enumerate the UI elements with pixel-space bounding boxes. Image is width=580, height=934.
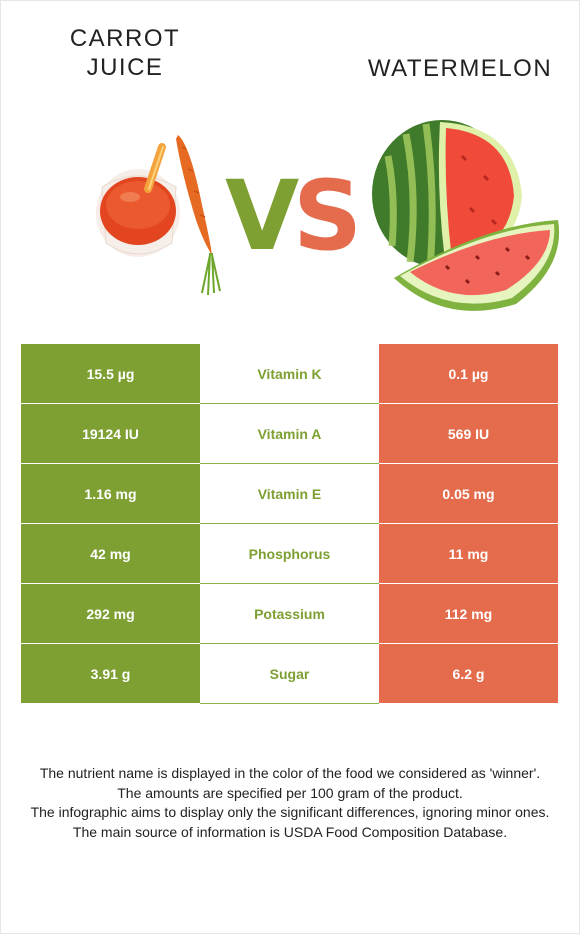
table-row: 15.5 µg Vitamin K 0.1 µg bbox=[21, 344, 558, 404]
footnote: The nutrient name is displayed in the co… bbox=[20, 764, 560, 842]
right-value: 0.1 µg bbox=[379, 344, 558, 404]
footnote-line: The main source of information is USDA F… bbox=[72, 823, 508, 840]
nutrient-name: Vitamin A bbox=[200, 403, 379, 464]
right-value: 0.05 mg bbox=[379, 463, 558, 524]
vs-letter-s: S bbox=[293, 160, 363, 272]
carrot-juice-image bbox=[96, 135, 221, 296]
nutrient-name: Sugar bbox=[200, 643, 379, 704]
right-value: 112 mg bbox=[379, 583, 558, 644]
nutrient-name: Phosphorus bbox=[200, 523, 379, 584]
left-value: 3.91 g bbox=[21, 643, 200, 704]
left-food-title: Carrot juice bbox=[69, 25, 181, 81]
left-value: 15.5 µg bbox=[21, 344, 200, 404]
left-value: 292 mg bbox=[21, 583, 200, 644]
table-row: 42 mg Phosphorus 11 mg bbox=[21, 523, 558, 584]
nutrient-name: Vitamin E bbox=[200, 463, 379, 524]
left-value: 1.16 mg bbox=[21, 463, 200, 524]
nutrient-name: Potassium bbox=[200, 583, 379, 644]
right-food-title: Watermelon bbox=[367, 55, 553, 82]
footnote-line: The nutrient name is displayed in the co… bbox=[39, 765, 541, 781]
right-value: 569 IU bbox=[379, 403, 558, 464]
vs-letter-v: V bbox=[225, 160, 300, 272]
left-value: 42 mg bbox=[21, 523, 200, 584]
table-row: 1.16 mg Vitamin E 0.05 mg bbox=[21, 463, 558, 524]
watermelon-image bbox=[372, 120, 560, 311]
footnote-line: The infographic aims to display only the… bbox=[30, 804, 550, 820]
right-value: 6.2 g bbox=[379, 643, 558, 704]
table-row: 3.91 g Sugar 6.2 g bbox=[21, 643, 558, 704]
left-value: 19124 IU bbox=[21, 403, 200, 464]
nutrient-name: Vitamin K bbox=[200, 344, 379, 404]
footnote-line: The amounts are specified per 100 gram o… bbox=[117, 784, 463, 801]
right-value: 11 mg bbox=[379, 523, 558, 584]
table-row: 292 mg Potassium 112 mg bbox=[21, 583, 558, 644]
table-row: 19124 IU Vitamin A 569 IU bbox=[21, 403, 558, 464]
